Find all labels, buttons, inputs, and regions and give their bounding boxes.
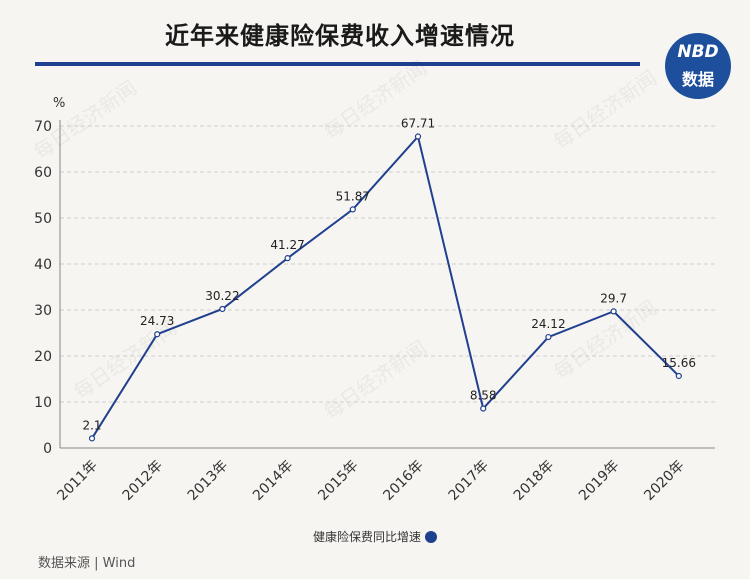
x-tick-label: 2019年 bbox=[576, 458, 622, 504]
nbd-logo: NBD 数据 bbox=[665, 33, 731, 99]
data-point bbox=[610, 308, 617, 315]
data-label: 29.7 bbox=[600, 291, 627, 305]
data-label: 24.73 bbox=[140, 314, 174, 328]
data-point bbox=[219, 305, 226, 313]
legend-marker bbox=[425, 531, 437, 543]
data-point bbox=[88, 435, 96, 442]
data-label: 8.58 bbox=[470, 389, 497, 403]
x-tick-label: 2012年 bbox=[120, 458, 166, 504]
x-tick-label: 2014年 bbox=[250, 458, 296, 504]
x-tick-label: 2020年 bbox=[641, 458, 687, 504]
series-line bbox=[91, 134, 680, 439]
data-label: 2.1 bbox=[82, 418, 101, 432]
data-point bbox=[675, 372, 682, 380]
legend-label: 健康险保费同比增速 bbox=[312, 530, 421, 544]
x-tick-label: 2015年 bbox=[315, 458, 361, 504]
data-label: 51.87 bbox=[336, 189, 370, 203]
watermark: 每日经济新闻 bbox=[319, 336, 431, 424]
data-label: 24.12 bbox=[531, 317, 565, 331]
y-tick-label: 60 bbox=[34, 165, 52, 181]
x-tick-label: 2017年 bbox=[446, 458, 492, 504]
y-tick-label: 10 bbox=[34, 395, 52, 411]
data-point bbox=[414, 133, 422, 140]
x-tick-label: 2018年 bbox=[511, 458, 557, 504]
y-axis-unit: % bbox=[53, 96, 65, 111]
x-tick-label: 2013年 bbox=[185, 458, 231, 504]
title-underline bbox=[35, 62, 640, 66]
watermark: 每日经济新闻 bbox=[69, 316, 181, 404]
watermark: 每日经济新闻 bbox=[319, 56, 431, 144]
watermark: 每日经济新闻 bbox=[549, 296, 661, 384]
data-label: 41.27 bbox=[270, 238, 304, 252]
legend: 健康险保费同比增速 bbox=[0, 528, 750, 545]
data-label: 30.22 bbox=[205, 289, 239, 303]
data-point bbox=[480, 405, 487, 412]
source-note: 数据来源 | Wind bbox=[38, 556, 136, 571]
y-tick-label: 20 bbox=[34, 349, 52, 365]
data-point bbox=[154, 331, 161, 338]
x-tick-label: 2011年 bbox=[54, 458, 100, 504]
data-point bbox=[284, 255, 291, 262]
logo-text-bottom: 数据 bbox=[681, 70, 714, 89]
watermark: 每日经济新闻 bbox=[549, 66, 661, 154]
y-tick-label: 40 bbox=[34, 257, 52, 273]
y-tick-label: 50 bbox=[34, 211, 52, 227]
chart-title: 近年来健康险保费收入增速情况 bbox=[165, 22, 515, 50]
data-label: 15.66 bbox=[662, 356, 696, 370]
y-tick-label: 0 bbox=[43, 441, 52, 457]
data-point bbox=[349, 206, 356, 213]
data-point bbox=[545, 333, 552, 341]
data-label: 67.71 bbox=[401, 117, 435, 131]
logo-text-top: NBD bbox=[677, 42, 719, 62]
y-tick-label: 70 bbox=[34, 119, 52, 135]
x-tick-label: 2016年 bbox=[380, 458, 426, 504]
y-tick-label: 30 bbox=[34, 303, 52, 319]
